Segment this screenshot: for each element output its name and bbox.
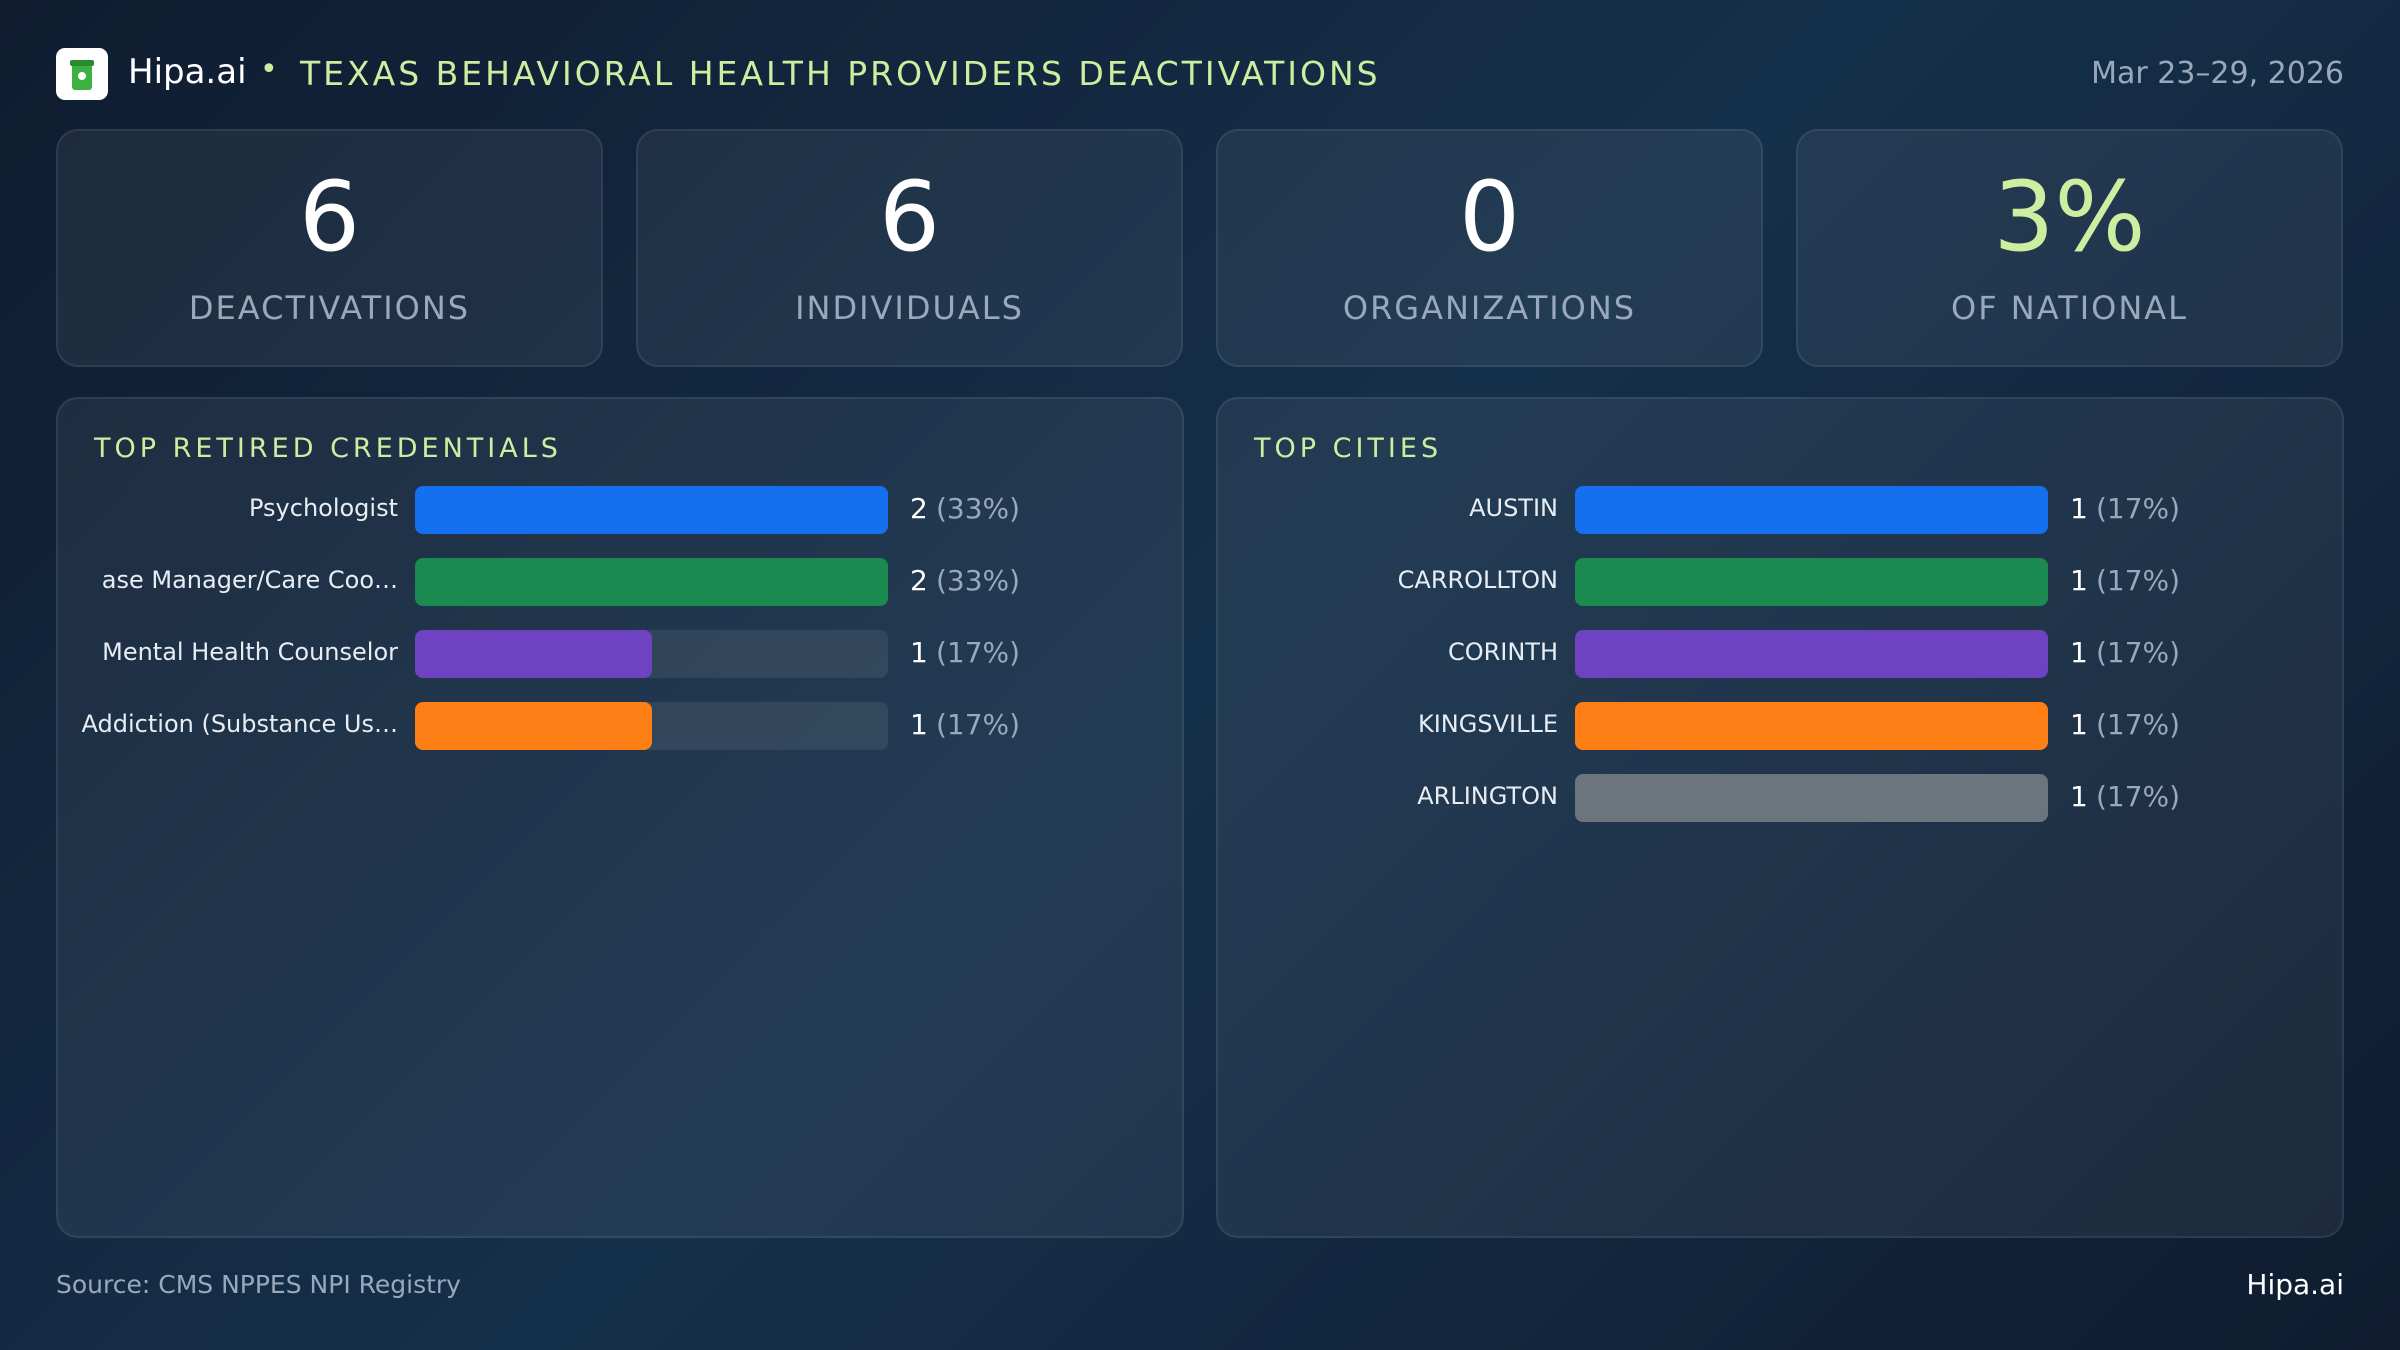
percent-label: (33%) [936, 564, 1021, 597]
percent-label: (33%) [936, 492, 1021, 525]
category-label: Addiction (Substance Us… [81, 710, 398, 738]
value-label: 1 [2070, 636, 2088, 669]
bar [415, 702, 652, 750]
kpi-value: 6 [878, 161, 941, 273]
footer-brand: Hipa.ai [2246, 1268, 2344, 1301]
kpi-label: ORGANIZATIONS [1342, 289, 1637, 327]
bar [1575, 486, 2048, 534]
chart-panel: TOP CITIES AUSTIN 1 (17%) CARROLLTON 1 (17%) CO… [1216, 397, 2344, 1238]
value-label: 1 [2070, 780, 2088, 813]
category-label: ARLINGTON [1417, 782, 1558, 810]
chart-panel: TOP RETIRED CREDENTIALS Psychologist 2 (33%… [56, 397, 1184, 1238]
percent-label: (17%) [2096, 708, 2181, 741]
kpi-label: OF NATIONAL [1951, 289, 2188, 327]
category-label: ase Manager/Care Coo… [101, 566, 398, 594]
kpi-value: 3% [1993, 161, 2146, 273]
category-label: Psychologist [248, 494, 398, 522]
title: TEXAS BEHAVIORAL HEALTH PROVIDERS DEACTI… [300, 54, 1381, 93]
kpi-card: 3% OF NATIONAL [1796, 129, 2343, 367]
kpi-value: 0 [1458, 161, 1521, 273]
value-label: 1 [910, 708, 928, 741]
value-label: 1 [910, 636, 928, 669]
kpi-label: INDIVIDUALS [795, 289, 1024, 327]
bar [1575, 702, 2048, 750]
category-label: AUSTIN [1469, 494, 1558, 522]
kpi-card: 6 DEACTIVATIONS [56, 129, 603, 367]
kpi-card: 0 ORGANIZATIONS [1216, 129, 1763, 367]
bar [1575, 774, 2048, 822]
bar [415, 630, 652, 678]
percent-label: (17%) [936, 708, 1021, 741]
bar [415, 558, 888, 606]
value-label: 1 [2070, 708, 2088, 741]
category-label: KINGSVILLE [1417, 710, 1558, 738]
value-label: 2 [910, 492, 928, 525]
kpi-value: 6 [298, 161, 361, 273]
percent-label: (17%) [2096, 492, 2181, 525]
value-label: 2 [910, 564, 928, 597]
panel-title: TOP RETIRED CREDENTIALS [94, 433, 562, 464]
brand: Hipa.ai [128, 52, 247, 92]
logo [56, 48, 108, 100]
value-label: 1 [2070, 492, 2088, 525]
kpi-card: 6 INDIVIDUALS [636, 129, 1183, 367]
separator: • [260, 52, 278, 87]
bar [1575, 558, 2048, 606]
bar [1575, 630, 2048, 678]
percent-label: (17%) [2096, 564, 2181, 597]
category-label: CORINTH [1447, 638, 1558, 666]
category-label: Mental Health Counselor [102, 638, 398, 666]
value-label: 1 [2070, 564, 2088, 597]
panel-title: TOP CITIES [1254, 433, 1443, 464]
kpi-label: DEACTIVATIONS [188, 289, 471, 327]
category-label: CARROLLTON [1397, 566, 1558, 594]
source: Source: CMS NPPES NPI Registry [56, 1270, 461, 1299]
percent-label: (17%) [936, 636, 1021, 669]
bar [415, 486, 888, 534]
date: Mar 23–29, 2026 [2091, 56, 2344, 91]
percent-label: (17%) [2096, 636, 2181, 669]
percent-label: (17%) [2096, 780, 2181, 813]
